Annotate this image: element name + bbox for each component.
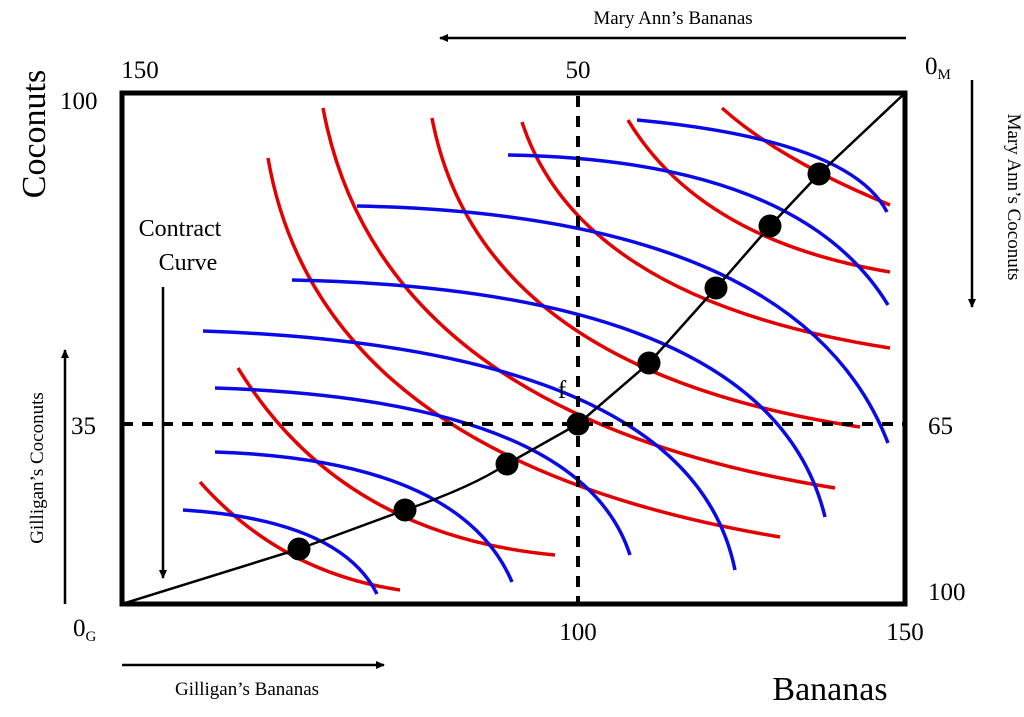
point-f-label: f <box>558 377 567 404</box>
origin-maryann: 0M <box>925 53 951 83</box>
tangency-point <box>704 276 728 300</box>
left-label: Gilligan’s Coconuts <box>27 392 48 543</box>
origin-gilligan: 0G <box>73 615 97 645</box>
tangency-point <box>495 452 519 476</box>
gilligan-indifference-curves <box>198 106 891 592</box>
endowment-point-f <box>566 412 590 436</box>
bottom-label: Gilligan’s Bananas <box>175 679 319 700</box>
red-curve-5 <box>430 117 861 429</box>
tick-right-100: 100 <box>928 579 966 606</box>
red-curve-7 <box>626 119 891 274</box>
contract-curve <box>121 92 906 606</box>
red-curve-4 <box>321 107 836 490</box>
tick-top-150: 150 <box>121 57 159 84</box>
tangency-point <box>637 351 661 375</box>
x-axis-title: Bananas <box>772 671 887 708</box>
tangency-point <box>393 498 417 522</box>
blue-curve-8 <box>636 118 889 213</box>
tick-bottom-100: 100 <box>559 619 597 646</box>
red-curve-3 <box>266 157 781 539</box>
blue-curve-3 <box>214 386 632 556</box>
tangency-points <box>287 162 831 561</box>
tick-bottom-150: 150 <box>886 619 924 646</box>
maryann-indifference-curves <box>182 118 890 595</box>
red-curve-8 <box>720 106 891 207</box>
edgeworth-box-frame <box>119 90 908 607</box>
tangency-point <box>758 214 782 238</box>
blue-curve-6 <box>356 204 890 444</box>
tick-left-100: 100 <box>60 88 98 115</box>
tangency-point <box>287 537 311 561</box>
blue-curve-7 <box>507 153 890 306</box>
tick-right-65: 65 <box>928 413 953 440</box>
endowment-dashed-lines <box>122 96 905 604</box>
contract-curve-label-line2: Curve <box>159 250 218 276</box>
top-label: Mary Ann’s Bananas <box>593 8 752 29</box>
tick-left-35: 35 <box>71 413 96 440</box>
contract-curve-label-line1: Contract <box>139 216 222 242</box>
right-label: Mary Ann’s Coconuts <box>1003 114 1024 281</box>
tick-top-50: 50 <box>566 57 591 84</box>
blue-curve-2 <box>214 450 514 583</box>
y-axis-title: Coconuts <box>16 70 53 198</box>
blue-curve-1 <box>182 508 379 595</box>
tangency-point <box>807 162 831 186</box>
direction-arrows <box>61 34 976 669</box>
red-curve-2 <box>236 367 556 557</box>
